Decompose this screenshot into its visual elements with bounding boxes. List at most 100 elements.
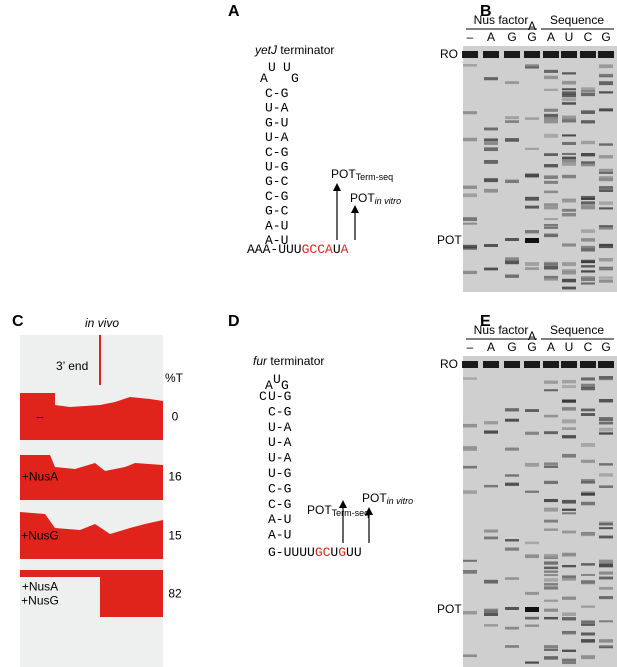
end-label: 3’ end: [56, 359, 88, 373]
gel-band: [562, 286, 576, 290]
gel-band: [599, 576, 613, 580]
pot-label: POTin vitro: [362, 491, 413, 506]
stem-pair: C-G: [268, 481, 291, 496]
stem-pair: G-U: [265, 115, 288, 130]
gel-band: [525, 262, 539, 266]
stem-pair: G-C: [265, 174, 289, 189]
gel-band: [544, 164, 558, 168]
gel-band: [544, 431, 558, 435]
gel-band: [581, 639, 595, 643]
gel-band: [562, 278, 576, 283]
gel-band: [581, 377, 595, 381]
gel-band: [581, 655, 595, 660]
gel-band: [544, 218, 558, 221]
gel-band: [562, 631, 576, 635]
gel-band: [544, 233, 558, 238]
gel-band: [544, 109, 558, 112]
gel-band: [562, 530, 576, 534]
gel-band: [562, 612, 576, 616]
gel-band: [581, 140, 595, 145]
row-label: –: [37, 410, 44, 424]
arrow-head: [351, 205, 359, 213]
gel-band: [505, 179, 519, 184]
gel-band: [562, 115, 576, 120]
gel-band: [544, 645, 558, 649]
gel-band: [525, 205, 539, 209]
gel-band: [599, 376, 613, 380]
gel-band: [463, 559, 477, 562]
gel-band: [599, 186, 613, 190]
gel-band: [562, 435, 576, 439]
base-segment: G-UUUU: [268, 545, 315, 560]
gel-band: [505, 408, 519, 412]
gel-band: [581, 408, 595, 412]
gel-band: [599, 418, 613, 422]
gel-band: [599, 178, 613, 182]
gel-band: [505, 238, 519, 241]
gel-band: [463, 217, 477, 222]
gel-band: [462, 361, 478, 368]
gel-band: [484, 177, 498, 181]
gel-band: [484, 159, 498, 164]
gel-band: [599, 485, 613, 488]
lane-label: C: [584, 30, 593, 44]
pot-sub: in vitro: [375, 196, 402, 206]
gel-band: [463, 447, 477, 451]
gel-band: [599, 463, 613, 466]
gel-band: [505, 418, 519, 422]
gel-band: [544, 574, 558, 577]
gel-band: [484, 421, 498, 425]
gel-band: [505, 482, 519, 486]
pot-label: POTTerm-seq: [307, 503, 369, 518]
gel-band: [525, 591, 539, 595]
lane-label: U: [565, 340, 574, 354]
base-segment: GCCA: [302, 242, 333, 257]
gel-band: [544, 119, 558, 124]
gel-band: [544, 599, 558, 602]
gel-band: [505, 645, 519, 648]
gel-band: [562, 91, 576, 95]
lane-label: G: [601, 30, 610, 44]
gel-band: [581, 623, 595, 626]
gel-band: [525, 173, 539, 178]
gel-band: [599, 143, 613, 146]
stem-pair: A-U: [265, 233, 288, 248]
gel-band: [463, 377, 477, 380]
name-rest: terminator: [277, 43, 334, 57]
gel-band: [599, 168, 613, 173]
coverage-track: [20, 570, 163, 617]
base-segment: G: [338, 545, 346, 560]
gel-band: [562, 243, 576, 247]
gel-band: [484, 141, 498, 145]
gel-band: [599, 81, 613, 86]
gel-band: [463, 654, 477, 658]
stem-pair: C-G: [265, 145, 288, 160]
arrow-head: [365, 507, 373, 515]
lane-label: A: [487, 30, 495, 44]
gel-band: [463, 193, 477, 198]
gel-band: [524, 361, 540, 368]
base-segment: AAA-UUU: [247, 242, 302, 257]
gel-band: [505, 138, 519, 142]
gel-band: [544, 561, 558, 565]
gel-band: [562, 596, 576, 600]
gel-band: [581, 573, 595, 576]
gel-band: [544, 554, 558, 558]
gel-band: [524, 51, 540, 58]
row-label: +NusG: [21, 529, 59, 543]
gel-band: [599, 91, 613, 94]
gel-band: [544, 190, 558, 194]
gel-band: [544, 88, 558, 91]
gel-band: [581, 206, 595, 210]
gel-band: [562, 152, 576, 156]
gel-band: [505, 257, 519, 261]
lane-label: –: [467, 340, 474, 354]
gel-band: [562, 407, 576, 411]
gel-band: [562, 134, 576, 137]
gel-band: [525, 661, 539, 664]
loop-base: G: [291, 71, 299, 86]
gel-band: [562, 554, 576, 557]
gel-band: [562, 564, 576, 568]
terminator-name: fur terminator: [253, 354, 324, 368]
gel-band: [581, 238, 595, 242]
